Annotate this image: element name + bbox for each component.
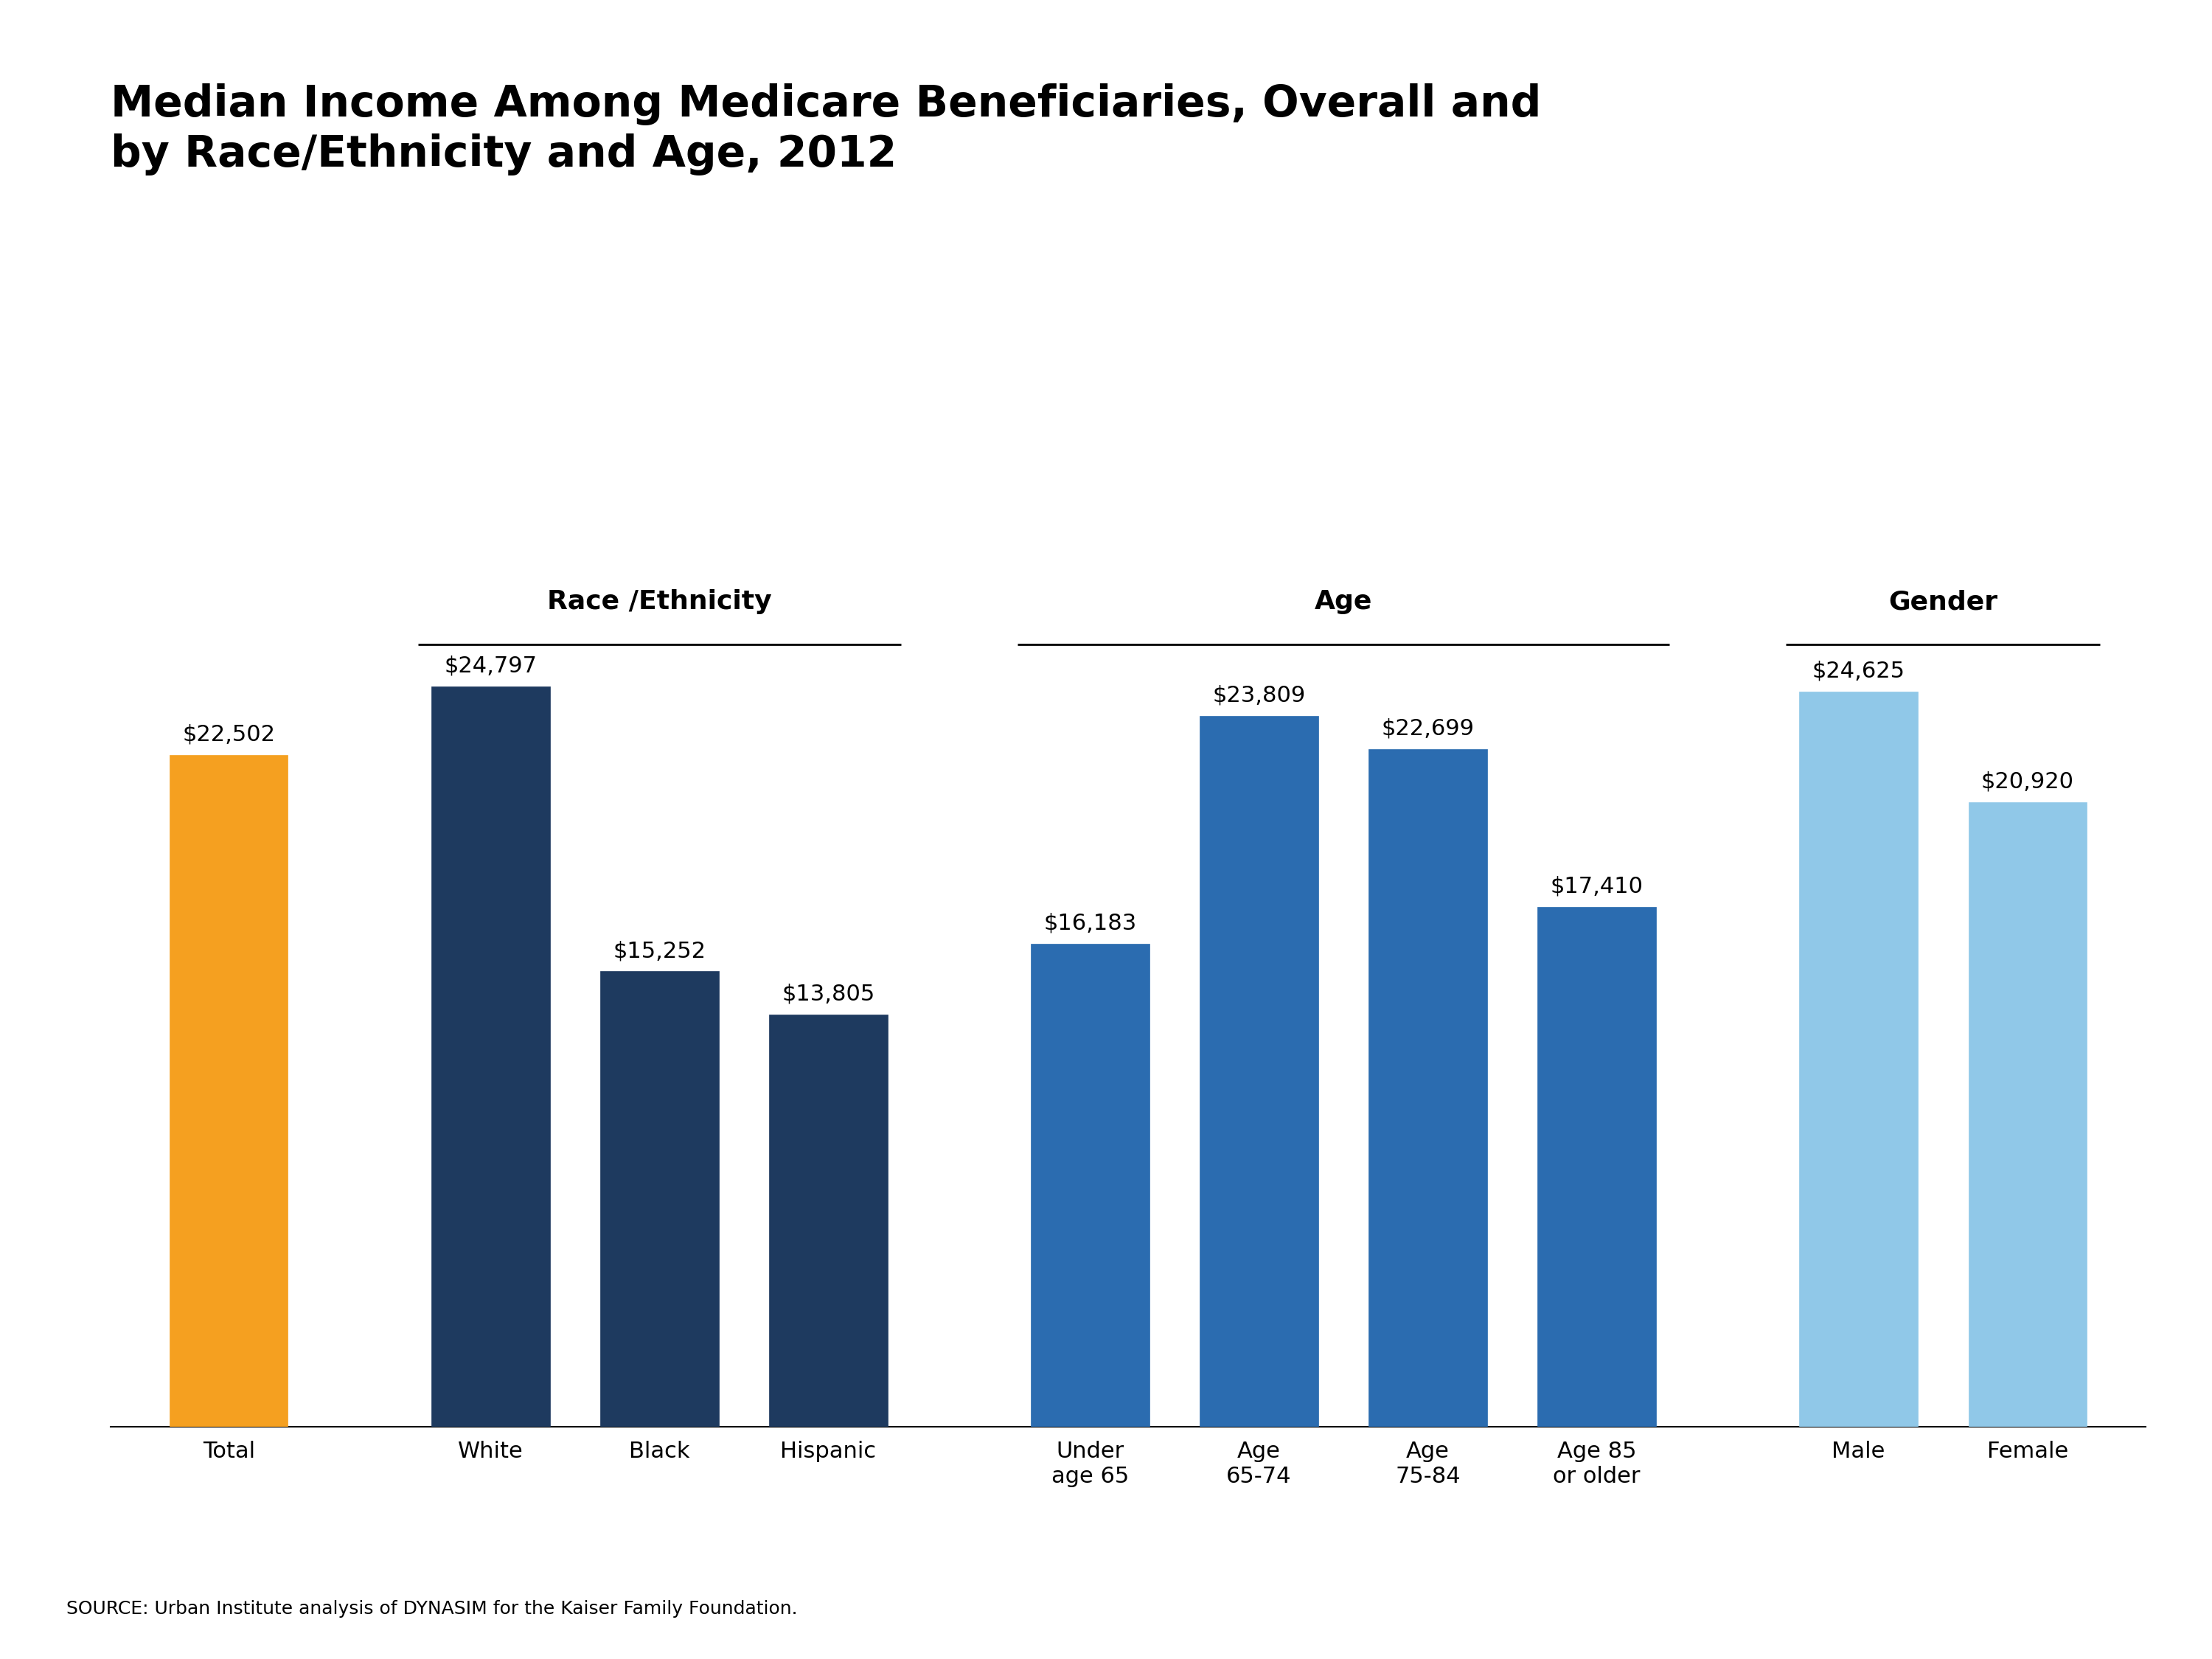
Bar xyxy=(1969,801,2086,1427)
Text: Race /Ethnicity: Race /Ethnicity xyxy=(546,589,772,614)
Text: THE HENRY J.: THE HENRY J. xyxy=(1978,1506,2059,1516)
Text: $23,809: $23,809 xyxy=(1212,685,1305,707)
Text: Gender: Gender xyxy=(1889,589,1997,614)
Text: $22,502: $22,502 xyxy=(181,723,274,745)
Text: FAMILY: FAMILY xyxy=(1986,1573,2051,1588)
Bar xyxy=(1031,944,1150,1427)
Bar xyxy=(599,971,719,1427)
Bar xyxy=(431,687,551,1427)
Text: FOUNDATION: FOUNDATION xyxy=(1978,1608,2059,1619)
Bar xyxy=(1537,907,1657,1427)
Text: $13,805: $13,805 xyxy=(781,984,876,1005)
Text: SOURCE: Urban Institute analysis of DYNASIM for the Kaiser Family Foundation.: SOURCE: Urban Institute analysis of DYNA… xyxy=(66,1599,799,1618)
Text: Median Income Among Medicare Beneficiaries, Overall and
by Race/Ethnicity and Ag: Median Income Among Medicare Beneficiari… xyxy=(111,83,1542,176)
Text: $24,797: $24,797 xyxy=(445,655,538,677)
Text: $16,183: $16,183 xyxy=(1044,912,1137,934)
Text: $20,920: $20,920 xyxy=(1982,771,2075,793)
Bar xyxy=(1798,692,1918,1427)
Text: $15,252: $15,252 xyxy=(613,941,706,962)
Bar xyxy=(1369,748,1486,1427)
Text: $24,625: $24,625 xyxy=(1812,660,1905,682)
Text: $17,410: $17,410 xyxy=(1551,876,1644,898)
Bar xyxy=(770,1015,887,1427)
Text: KAISER: KAISER xyxy=(1984,1538,2053,1553)
Bar xyxy=(170,755,288,1427)
Text: Age: Age xyxy=(1314,589,1371,614)
Bar xyxy=(1199,715,1318,1427)
Text: $22,699: $22,699 xyxy=(1382,718,1475,740)
